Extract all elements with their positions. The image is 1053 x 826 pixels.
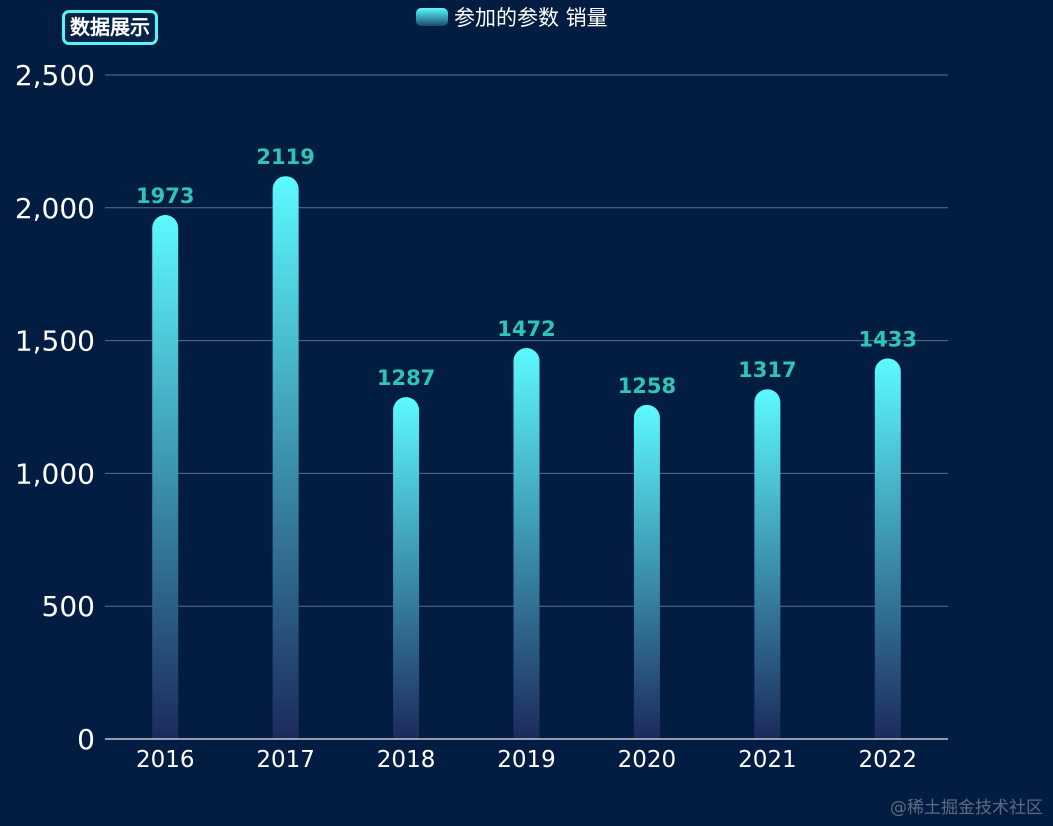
bar-2020[interactable]	[633, 404, 660, 739]
x-tick-label: 2020	[618, 747, 677, 773]
data-label-2021: 1317	[738, 358, 796, 382]
x-tick-label: 2021	[738, 747, 797, 773]
chart-title-badge: 数据展示	[62, 10, 158, 45]
axis-layer: 0 500 1,000 1,500 2,000 2,500 2016 2017 2018 2019…	[15, 59, 948, 773]
y-tick-label: 1,000	[15, 457, 95, 490]
x-tick-label: 2022	[859, 747, 918, 773]
label-layer: 1973 2119 1287 1472 1258 1317 1433	[136, 145, 917, 398]
bar-2022[interactable]	[874, 358, 901, 739]
data-label-2018: 1287	[377, 366, 435, 390]
legend[interactable]: 参加的参数 销量	[416, 3, 608, 31]
y-tick-label: 2,500	[15, 59, 95, 92]
watermark: @稀土掘金技术社区	[890, 798, 1043, 818]
bar-2019[interactable]	[513, 348, 540, 739]
x-tick-label: 2016	[136, 747, 195, 773]
y-tick-label: 0	[77, 723, 95, 756]
legend-label: 参加的参数 销量	[454, 6, 608, 30]
bar-2018[interactable]	[393, 397, 420, 739]
y-tick-label: 500	[42, 590, 95, 623]
bar-layer	[152, 176, 901, 740]
bar-2017[interactable]	[272, 176, 299, 739]
data-label-2022: 1433	[859, 327, 917, 351]
data-label-2016: 1973	[136, 184, 194, 208]
bar-2016[interactable]	[152, 214, 179, 740]
y-tick-label: 2,000	[15, 192, 95, 225]
data-label-2020: 1258	[618, 374, 676, 398]
bar-2021[interactable]	[754, 389, 781, 739]
data-label-2017: 2119	[256, 145, 314, 169]
legend-swatch-icon	[416, 8, 448, 26]
x-tick-label: 2018	[377, 747, 436, 773]
data-label-2019: 1472	[497, 317, 555, 341]
x-tick-label: 2017	[256, 747, 315, 773]
x-tick-label: 2019	[497, 747, 556, 773]
y-tick-label: 1,500	[15, 325, 95, 358]
